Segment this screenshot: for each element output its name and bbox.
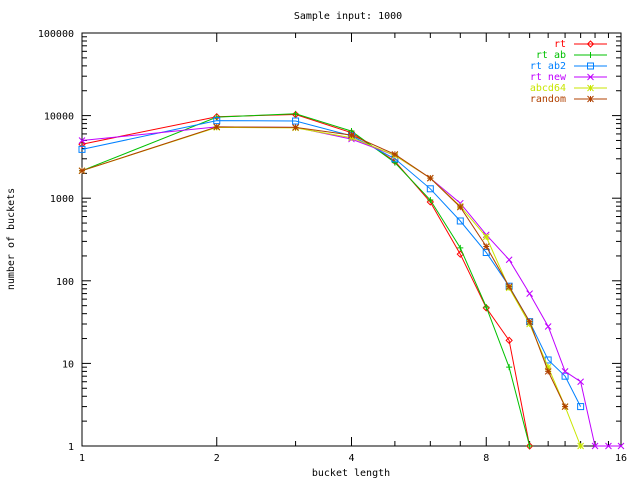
legend-label: rt ab2 [530, 61, 566, 72]
data-point [526, 443, 533, 449]
legend-swatch-marker [587, 62, 594, 70]
series-rt-ab [79, 110, 533, 449]
y-tick-label: 100 [56, 277, 74, 288]
x-axis-label: bucket length [312, 468, 390, 479]
series-rt-ab2 [78, 117, 585, 411]
x-tick-label: 1 [79, 453, 85, 464]
data-point [292, 124, 299, 131]
data-point [561, 403, 569, 410]
y-tick-label: 1000 [50, 194, 74, 205]
data-point [483, 304, 490, 311]
y-tick-label: 100000 [38, 29, 74, 40]
y-tick-label: 10 [62, 359, 74, 370]
data-point [526, 318, 533, 326]
data-point [577, 378, 584, 386]
data-point [482, 233, 490, 241]
data-point [78, 167, 86, 175]
data-point [544, 368, 552, 375]
series-layer [78, 110, 625, 450]
data-point [457, 244, 464, 251]
series-line [81, 126, 621, 447]
data-point [213, 114, 220, 121]
data-point [591, 442, 599, 450]
data-point [78, 137, 86, 144]
data-point [617, 442, 625, 450]
data-point [391, 150, 399, 158]
series-random [78, 123, 569, 410]
series-line [81, 113, 531, 447]
x-tick-label: 8 [483, 453, 489, 464]
legend-swatch-marker [587, 84, 594, 92]
data-point [78, 145, 86, 153]
series-rt-new [78, 123, 625, 450]
y-axis-label: number of buckets [6, 188, 17, 290]
series-line [81, 120, 582, 407]
series-line [81, 113, 531, 447]
data-point [506, 364, 513, 371]
data-point [391, 159, 398, 166]
data-point [426, 174, 434, 182]
legend-swatch-marker [587, 73, 594, 81]
x-tick-label: 4 [348, 453, 354, 464]
data-point [505, 336, 513, 345]
y-tick-label: 1 [68, 442, 74, 453]
data-point [577, 403, 585, 411]
legend-label: rt new [530, 72, 567, 83]
data-point [426, 198, 435, 206]
data-point [213, 117, 221, 125]
data-point [561, 368, 569, 375]
data-point [78, 140, 86, 148]
series-line [81, 126, 566, 407]
legend-label: rt ab [536, 50, 566, 61]
data-point [605, 442, 612, 450]
data-point [426, 185, 434, 193]
data-point [213, 123, 221, 131]
data-point [292, 110, 299, 117]
legend-swatch-marker [587, 95, 594, 103]
data-point [292, 117, 300, 125]
legend-swatch-marker [586, 40, 595, 48]
data-point [505, 256, 513, 264]
data-point [482, 243, 490, 250]
chart-title: Sample input: 1000 [294, 11, 402, 22]
legend-swatch-marker [587, 52, 594, 58]
x-tick-label: 16 [615, 453, 627, 464]
x-tick-label: 2 [214, 453, 220, 464]
data-point [456, 203, 464, 211]
legend-label: abcd64 [530, 83, 566, 94]
series-rt [78, 110, 534, 450]
data-point [456, 217, 464, 225]
y-tick-label: 10000 [44, 112, 74, 123]
legend-label: rt [554, 39, 566, 50]
data-point [427, 197, 434, 204]
legend-label: random [530, 94, 566, 105]
data-point [544, 363, 552, 371]
data-point [577, 442, 584, 450]
y-axis-ticks: 1 10 100 1000 10000 100000 [38, 29, 621, 453]
data-point [544, 323, 552, 330]
data-point [561, 372, 569, 380]
data-point [526, 290, 533, 297]
data-point [348, 131, 355, 139]
data-point [505, 283, 513, 290]
